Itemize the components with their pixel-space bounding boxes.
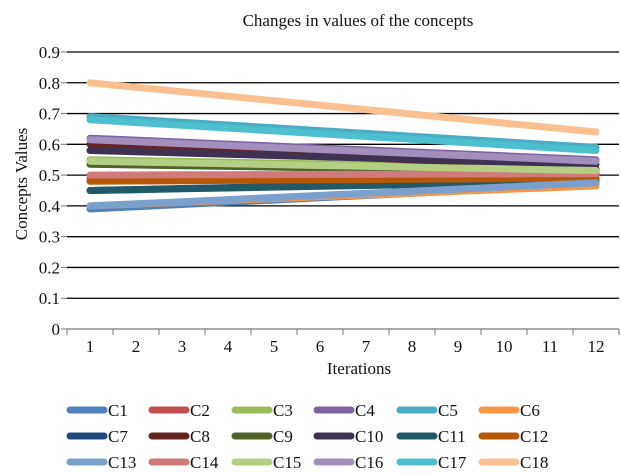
y-axis-label: Concepts Values [12, 128, 31, 241]
x-tick-label: 10 [496, 337, 513, 356]
x-tick-label: 6 [316, 337, 325, 356]
series-lines [86, 79, 600, 213]
series-line-c12 [86, 174, 600, 185]
x-tick-label: 3 [178, 337, 187, 356]
series-line-c16 [86, 136, 600, 165]
x-tick-labels: 1 2 3 4 5 6 7 8 9 10 11 12 [66, 329, 620, 356]
legend-label-c4: C4 [355, 401, 375, 420]
y-tick-label: 0.7 [39, 105, 61, 124]
x-tick-label: 2 [132, 337, 141, 356]
legend-label-c2: C2 [190, 401, 210, 420]
legend-label-c10: C10 [355, 427, 383, 446]
legend-label-c1: C1 [108, 401, 128, 420]
legend-label-c8: C8 [190, 427, 210, 446]
legend-label-c16: C16 [355, 453, 383, 472]
x-tick-label: 12 [588, 337, 605, 356]
y-tick-label: 0.1 [39, 289, 60, 308]
x-tick-label: 8 [408, 337, 417, 356]
legend-label-c17: C17 [438, 453, 467, 472]
series-line-c18 [86, 79, 600, 136]
x-tick-label: 1 [86, 337, 95, 356]
legend-label-c12: C12 [520, 427, 548, 446]
legend-label-c14: C14 [190, 453, 219, 472]
legend-label-c9: C9 [273, 427, 293, 446]
series-line-c15 [86, 157, 600, 174]
x-tick-label: 9 [454, 337, 463, 356]
chart-title: Changes in values of the concepts [243, 11, 474, 30]
legend-label-c18: C18 [520, 453, 548, 472]
y-tick-label: 0.6 [39, 135, 60, 154]
legend-label-c6: C6 [520, 401, 540, 420]
legend: C1 C2 C3 C4 C5 C6 C7 C8 C9 C10 C11 C12 C13 C14 C15 C16 C… [66, 401, 548, 472]
series-line-c17 [86, 116, 600, 154]
legend-label-c11: C11 [438, 427, 466, 446]
series-line-c13 [86, 179, 600, 210]
y-tick-label: 0.2 [39, 258, 60, 277]
legend-label-c5: C5 [438, 401, 458, 420]
x-axis-label: Iterations [327, 359, 391, 378]
y-tick-label: 0.3 [39, 228, 60, 247]
y-tick-label: 0.8 [39, 74, 60, 93]
y-tick-label: 0.4 [39, 197, 61, 216]
legend-label-c3: C3 [273, 401, 293, 420]
legend-label-c7: C7 [108, 427, 128, 446]
y-tick-labels: 0 0.1 0.2 0.3 0.4 0.5 0.6 0.7 0.8 0.9 [39, 43, 61, 339]
x-tick-label: 4 [224, 337, 233, 356]
legend-label-c15: C15 [273, 453, 301, 472]
y-tick-label: 0.9 [39, 43, 60, 62]
legend-label-c13: C13 [108, 453, 136, 472]
series-line-c10 [86, 147, 600, 168]
series-line-c14 [86, 170, 600, 179]
x-tick-label: 5 [270, 337, 279, 356]
x-tick-label: 7 [362, 337, 371, 356]
y-tick-label: 0.5 [39, 166, 60, 185]
series-line-c11 [86, 177, 600, 194]
y-tick-label: 0 [52, 320, 61, 339]
x-tick-label: 11 [542, 337, 558, 356]
